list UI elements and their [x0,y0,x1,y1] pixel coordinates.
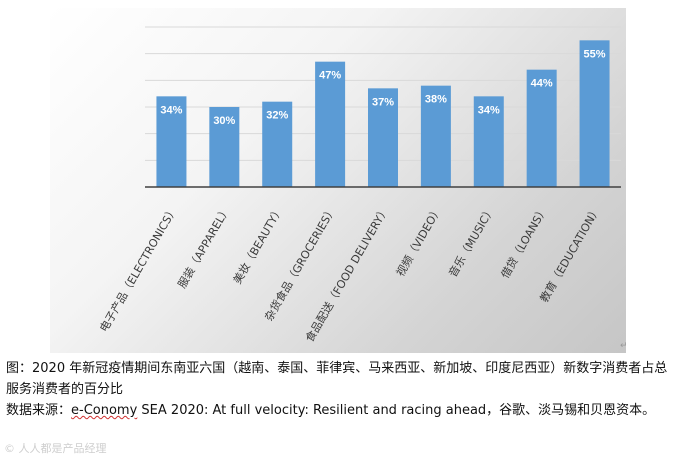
bar-value-label: 55% [584,48,606,60]
bar [156,96,187,187]
bar-value-label: 37% [372,96,394,108]
bar [579,40,610,188]
bar-value-label: 32% [266,110,288,122]
category-label: 借贷（LOANS） [498,203,551,280]
bar [262,101,293,187]
category-label: 美妆（BEAUTY） [231,204,286,286]
caption-source: 数据来源：e-Conomy SEA 2020: At full velocity… [6,400,678,421]
source-rest: SEA 2020: At full velocity: Resilient an… [137,403,656,418]
category-label: 服装（APPAREL） [176,204,233,290]
category-label: 音乐（MUSIC） [446,204,498,280]
category-label: 教育（EDUCATION） [537,204,603,305]
watermark: © 人人都是产品经理 [4,442,107,455]
bar [420,85,451,187]
bar-value-label: 44% [531,78,553,90]
source-link: e-Conomy [71,403,138,418]
bar [315,61,346,187]
bar-chart: 34% 30% 32% 47% 37% 38% 34% 44% 55% 电子产品（ELECTRO… [96,26,621,344]
bar [526,69,557,187]
bar-value-label: 34% [478,104,500,116]
figure-caption: 图：2020 年新冠疫情期间东南亚六国（越南、泰国、菲律宾、马来西亚、新加坡、印… [6,358,678,421]
bar-value-label: 34% [160,104,182,116]
chart-panel: 34% 30% 32% 47% 37% 38% 34% 44% 55% 电子产品（ELECTRO… [50,8,626,353]
bar [209,107,240,187]
bar-value-label: 30% [213,115,235,127]
bar [473,96,504,187]
paragraph-mark: ↵ [620,341,628,351]
category-label: 视频（VIDEO） [393,204,445,279]
bar [368,88,398,187]
caption-text: 图：2020 年新冠疫情期间东南亚六国（越南、泰国、菲律宾、马来西亚、新加坡、印… [6,361,668,397]
bar-value-label: 47% [319,70,341,82]
bar-value-label: 38% [425,94,447,106]
category-label: 电子产品（ELECTRONICS） [96,204,180,335]
source-prefix: 数据来源： [6,403,72,418]
